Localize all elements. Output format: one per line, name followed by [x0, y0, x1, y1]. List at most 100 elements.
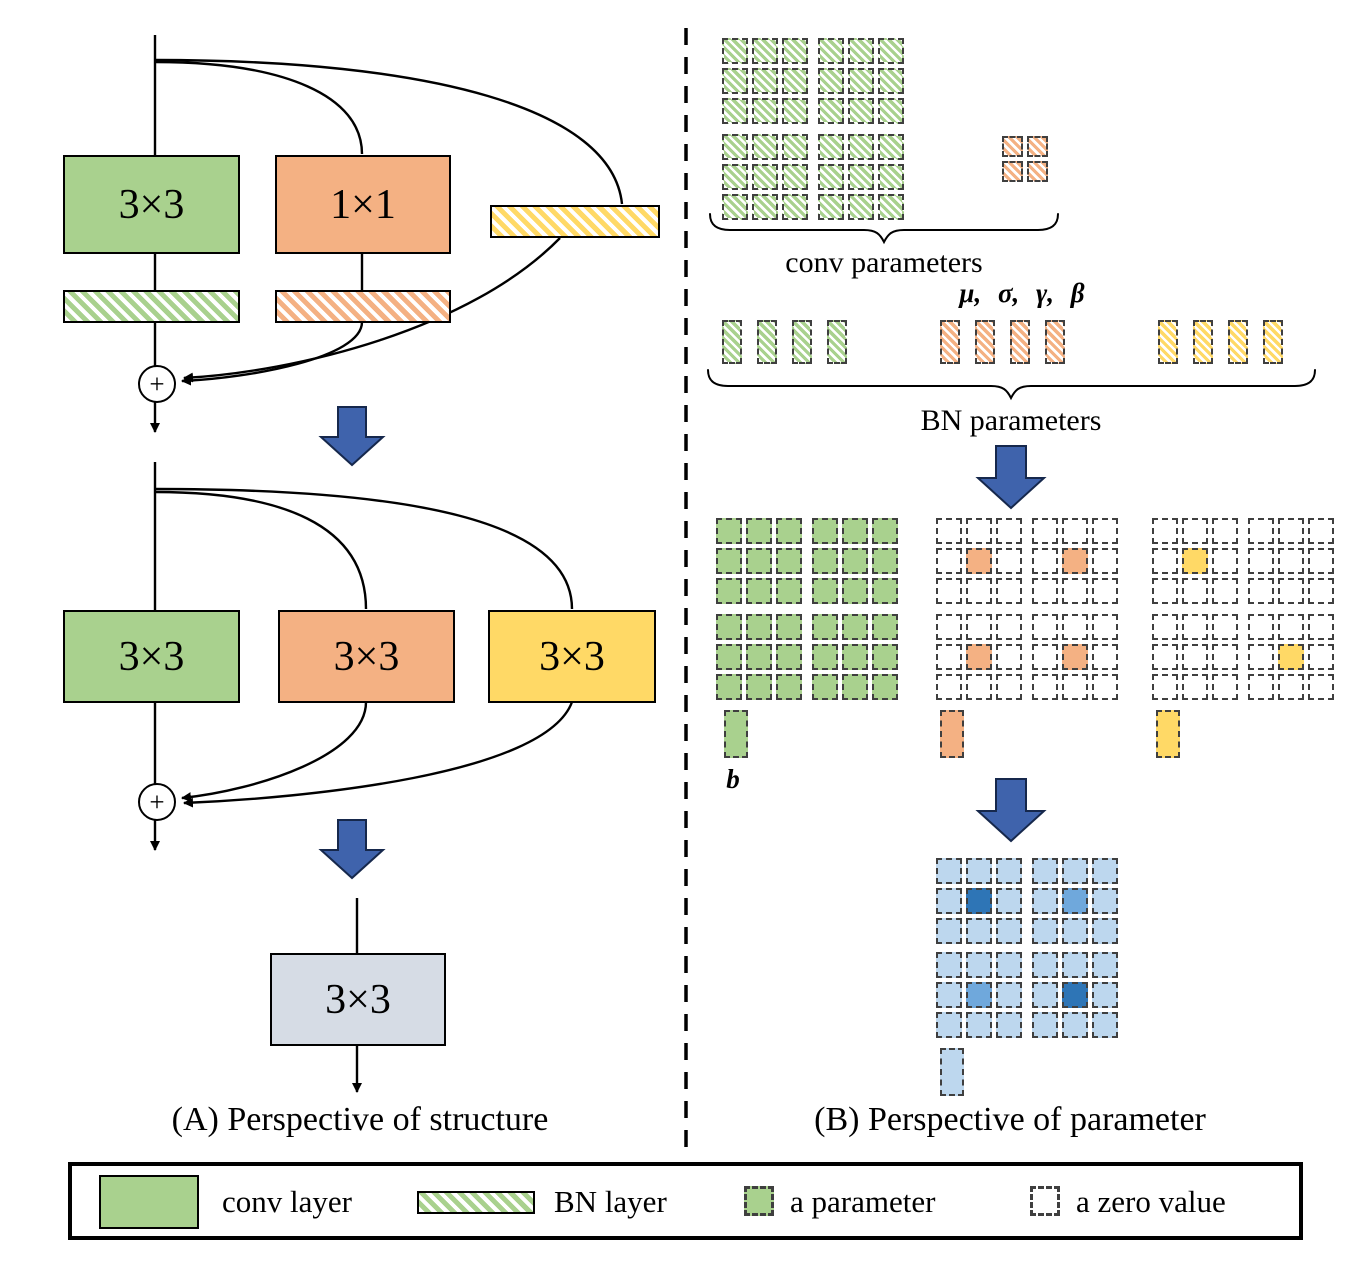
- branch-mid-in-curve: [154, 490, 368, 610]
- zero-value-cell: [1092, 644, 1118, 670]
- parameter-cell: [746, 674, 772, 700]
- parameter-cell: [818, 38, 844, 64]
- parameter-cell: [722, 38, 748, 64]
- parameter-cell: [936, 952, 962, 978]
- parameter-cell: [1032, 1012, 1058, 1038]
- parameter-cell: [716, 518, 742, 544]
- conv-3x3-box-block2-right: 3×3: [488, 610, 656, 703]
- conv-params-brace: [709, 213, 1059, 245]
- zero-value-cell: [996, 578, 1022, 604]
- parameter-cell: [752, 194, 778, 220]
- zero-value-cell: [1212, 578, 1238, 604]
- parameter-cell: [746, 578, 772, 604]
- parameter-cell: [996, 918, 1022, 944]
- zero-value-cell: [1062, 674, 1088, 700]
- branch-right-out-curve: [183, 701, 574, 808]
- parameter-cell: [716, 578, 742, 604]
- bn-params-brace: [707, 369, 1316, 401]
- parameter-cell: [1092, 952, 1118, 978]
- parameter-cell: [776, 644, 802, 670]
- zero-value-cell: [1212, 614, 1238, 640]
- zero-value-cell: [1032, 674, 1058, 700]
- parameter-cell: [1062, 918, 1088, 944]
- parameter-cell: [818, 98, 844, 124]
- parameter-cell: [782, 68, 808, 94]
- zero-value-cell: [1032, 548, 1058, 574]
- parameter-cell: [776, 548, 802, 574]
- parameter-cell: [848, 98, 874, 124]
- plus-circle-block2: +: [138, 783, 176, 821]
- parameter-cell: [782, 98, 808, 124]
- zero-value-cell: [1152, 578, 1178, 604]
- parameter-cell: [842, 578, 868, 604]
- bn-parameter-bar-green: [757, 320, 777, 364]
- bias-label: b: [726, 764, 740, 794]
- zero-value-cell: [1062, 614, 1088, 640]
- parameter-cell: [716, 674, 742, 700]
- parameter-cell: [1092, 918, 1118, 944]
- legend-zero-value-label: a zero value: [1076, 1184, 1226, 1219]
- parameter-cell: [966, 918, 992, 944]
- legend-parameter-label: a parameter: [790, 1184, 936, 1219]
- zero-value-cell: [1248, 674, 1274, 700]
- final-kernel-grid: [1032, 858, 1118, 944]
- fused-kernel-grid-orange: [1032, 518, 1118, 604]
- parameter-cell: [966, 644, 992, 670]
- parameter-cell: [966, 1012, 992, 1038]
- bn-parameter-bar-yellow: [1193, 320, 1213, 364]
- parameter-cell: [842, 548, 868, 574]
- identity-out-curve: [183, 237, 561, 383]
- bn-params-label: BN parameters: [920, 404, 1102, 437]
- zero-value-cell: [1248, 614, 1274, 640]
- fused-kernel-grid-zeros: [1152, 614, 1238, 700]
- parameter-cell: [878, 98, 904, 124]
- parameter-cell: [1027, 161, 1048, 182]
- down-arrow-icon-a1: [318, 406, 386, 467]
- final-kernel-grid: [1032, 952, 1118, 1038]
- bias-bar-green: [724, 710, 748, 758]
- parameter-cell: [966, 548, 992, 574]
- branch-mid-out-curve: [181, 701, 368, 803]
- parameter-cell: [842, 674, 868, 700]
- fused-kernel-grid-orange: [936, 614, 1022, 700]
- parameter-cell: [966, 982, 992, 1008]
- zero-value-cell: [966, 518, 992, 544]
- branch-1x1-in-curve: [154, 60, 364, 155]
- bias-bar-orange: [940, 710, 964, 758]
- parameter-cell: [722, 134, 748, 160]
- parameter-cell: [1062, 888, 1088, 914]
- parameter-cell: [1278, 644, 1304, 670]
- parameter-cell: [842, 644, 868, 670]
- zero-value-cell: [1182, 518, 1208, 544]
- zero-value-cell: [1248, 644, 1274, 670]
- parameter-cell: [1027, 136, 1048, 157]
- conv-kernel-grid: [722, 134, 808, 220]
- parameter-cell: [818, 194, 844, 220]
- parameter-cell: [1032, 888, 1058, 914]
- parameter-cell: [1032, 952, 1058, 978]
- parameter-cell: [996, 1012, 1022, 1038]
- parameter-cell: [746, 518, 772, 544]
- parameter-cell: [812, 614, 838, 640]
- parameter-cell: [848, 68, 874, 94]
- zero-value-cell: [1278, 674, 1304, 700]
- bn-symbols-label: μ, σ, γ, β: [959, 278, 1085, 308]
- parameter-cell: [716, 548, 742, 574]
- zero-value-cell: [1278, 614, 1304, 640]
- bn-parameter-bar-green: [792, 320, 812, 364]
- parameter-cell: [722, 98, 748, 124]
- parameter-cell: [776, 578, 802, 604]
- parameter-cell: [936, 918, 962, 944]
- zero-value-cell: [1182, 578, 1208, 604]
- conv-3x3-box-final: 3×3: [270, 953, 446, 1046]
- conv-kernel-grid: [722, 38, 808, 124]
- legend-parameter-swatch: [744, 1186, 774, 1216]
- parameter-cell: [746, 644, 772, 670]
- fused-kernel-grid-green: [812, 614, 898, 700]
- parameter-cell: [936, 1012, 962, 1038]
- zero-value-cell: [996, 548, 1022, 574]
- parameter-cell: [782, 194, 808, 220]
- fused-kernel-grid-orange: [1032, 614, 1118, 700]
- zero-value-cell: [1032, 644, 1058, 670]
